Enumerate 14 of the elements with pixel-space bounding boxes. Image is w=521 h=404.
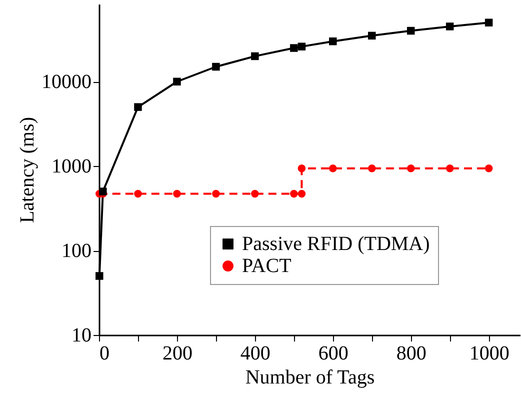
legend-label: PACT (242, 255, 292, 277)
y-tick-label: 100 (62, 240, 92, 262)
x-tick-label: 1000 (469, 342, 510, 364)
x-tick-label: 200 (162, 342, 192, 364)
x-tick-label: 600 (318, 342, 348, 364)
x-tick-label: 0 (100, 342, 110, 364)
y-tick-label: 10000 (42, 71, 92, 94)
y-tick-label: 1000 (52, 156, 92, 178)
x-axis-title: Number of Tags (245, 366, 375, 388)
legend-label: Passive RFID (TDMA) (242, 233, 430, 255)
x-tick-label: 800 (396, 342, 426, 364)
x-tick-label: 400 (240, 342, 270, 364)
y-axis-title: Latency (ms) (16, 116, 38, 224)
y-tick-label: 10 (72, 324, 92, 346)
